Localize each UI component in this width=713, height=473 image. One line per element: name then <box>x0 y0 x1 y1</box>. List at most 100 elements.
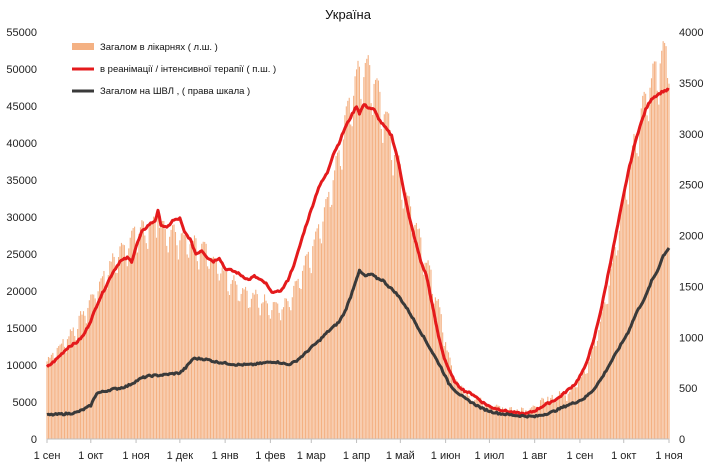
hospital-bar <box>655 61 657 439</box>
hospital-bar <box>88 300 90 439</box>
y-right-tick-label: 1500 <box>679 281 703 293</box>
hospital-bar <box>56 347 58 439</box>
hospital-bar <box>374 79 377 440</box>
hospital-bar <box>407 195 409 439</box>
hospital-bar <box>502 407 504 439</box>
hospital-bar <box>503 412 505 439</box>
hospital-bar <box>531 407 533 439</box>
hospital-bar <box>96 304 98 439</box>
hospital-bar <box>515 410 517 439</box>
hospital-bar <box>234 281 236 439</box>
hospital-bar <box>494 405 496 439</box>
hospital-bar <box>71 331 73 439</box>
hospital-bar <box>434 297 436 439</box>
hospital-bar <box>50 354 52 439</box>
hospital-bar <box>304 255 306 439</box>
y-right-tick-label: 500 <box>679 383 697 395</box>
hospital-bar <box>136 252 139 439</box>
hospital-bar <box>393 154 396 440</box>
hospital-bar <box>624 184 626 439</box>
hospital-bar <box>364 62 366 440</box>
hospital-bar <box>151 221 153 439</box>
hospital-bar <box>545 403 547 439</box>
hospital-bar <box>157 209 159 439</box>
hospital-bar <box>383 114 385 440</box>
x-tick-label: 1 май <box>386 450 415 462</box>
hospital-bar <box>46 361 48 439</box>
hospital-bar <box>179 240 181 439</box>
x-tick-label: 1 ноя <box>655 450 682 462</box>
hospital-bar <box>631 145 634 439</box>
hospital-bar <box>62 339 64 439</box>
hospital-bar <box>167 252 169 439</box>
hospital-bar <box>120 242 123 439</box>
hospital-bar <box>233 275 235 439</box>
hospital-bar <box>516 409 518 439</box>
hospital-bar <box>443 345 445 439</box>
hospital-bar <box>637 156 639 439</box>
hospital-bar <box>623 192 625 439</box>
hospital-bar <box>382 142 384 439</box>
hospital-bar <box>579 374 581 439</box>
hospital-bar <box>534 405 536 439</box>
hospital-bar <box>360 98 362 440</box>
hospital-bar <box>350 124 352 439</box>
hospital-bar <box>256 294 258 439</box>
x-axis-ticks: 1 сен 1 окт 1 ноя 1 дек 1 янв 1 фев 1 мар 1 апр… <box>34 439 683 462</box>
hospital-bar <box>52 352 54 439</box>
hospital-bar <box>465 393 467 439</box>
hospital-bar <box>551 394 553 439</box>
hospital-bar <box>372 114 374 440</box>
hospital-bar <box>221 267 223 439</box>
hospital-bar <box>116 272 118 439</box>
hospital-bar <box>388 113 390 439</box>
hospital-bar <box>560 393 562 439</box>
y-left-tick-label: 15000 <box>6 323 37 335</box>
hospital-bar <box>420 237 422 439</box>
hospital-bar <box>144 235 146 439</box>
hospital-bar <box>275 302 277 439</box>
hospital-bar <box>205 243 207 439</box>
hospital-bar <box>618 230 620 439</box>
x-tick-label: 1 фев <box>255 450 285 462</box>
y-left-tick-label: 55000 <box>6 27 37 39</box>
hospital-bar <box>570 387 572 439</box>
hospital-bar <box>504 411 507 439</box>
hospital-bar <box>614 246 616 439</box>
hospital-bar <box>81 314 83 439</box>
hospital-bar <box>477 396 479 439</box>
hospital-bar <box>87 307 89 439</box>
hospital-bar <box>148 226 150 439</box>
hospital-bar <box>386 111 388 439</box>
hospital-bar <box>490 407 492 439</box>
hospital-bar <box>344 115 346 439</box>
y-right-tick-label: 2000 <box>679 231 703 243</box>
hospital-bar <box>621 201 623 439</box>
hospital-bar <box>478 400 480 439</box>
hospital-bar <box>258 307 260 439</box>
hospital-bar <box>468 395 470 439</box>
hospital-bar <box>586 373 588 439</box>
hospital-bar <box>520 407 523 439</box>
hospital-bar <box>196 261 198 439</box>
hospital-bar <box>561 396 563 439</box>
hospital-bar <box>154 219 156 439</box>
hospital-bar <box>510 407 512 439</box>
y-right-tick-label: 3000 <box>679 129 703 141</box>
hospital-bar <box>355 69 358 440</box>
hospital-bar <box>332 180 334 439</box>
hospital-bar <box>537 408 539 439</box>
hospital-bar <box>573 385 575 439</box>
x-tick-label: 1 окт <box>78 450 103 462</box>
hospital-bar <box>474 400 476 439</box>
hospital-bar <box>125 258 127 439</box>
hospital-bar <box>598 330 600 439</box>
legend-label-hospital: Загалом в лікарнях ( л.ш. ) <box>100 42 218 53</box>
hospital-bar <box>109 261 111 439</box>
hospital-bar <box>576 387 578 439</box>
hospital-bar <box>312 246 314 439</box>
x-tick-label: 1 апр <box>343 450 370 462</box>
hospital-bar <box>512 410 514 439</box>
hospital-bar <box>155 237 158 439</box>
hospital-bar <box>646 115 648 439</box>
